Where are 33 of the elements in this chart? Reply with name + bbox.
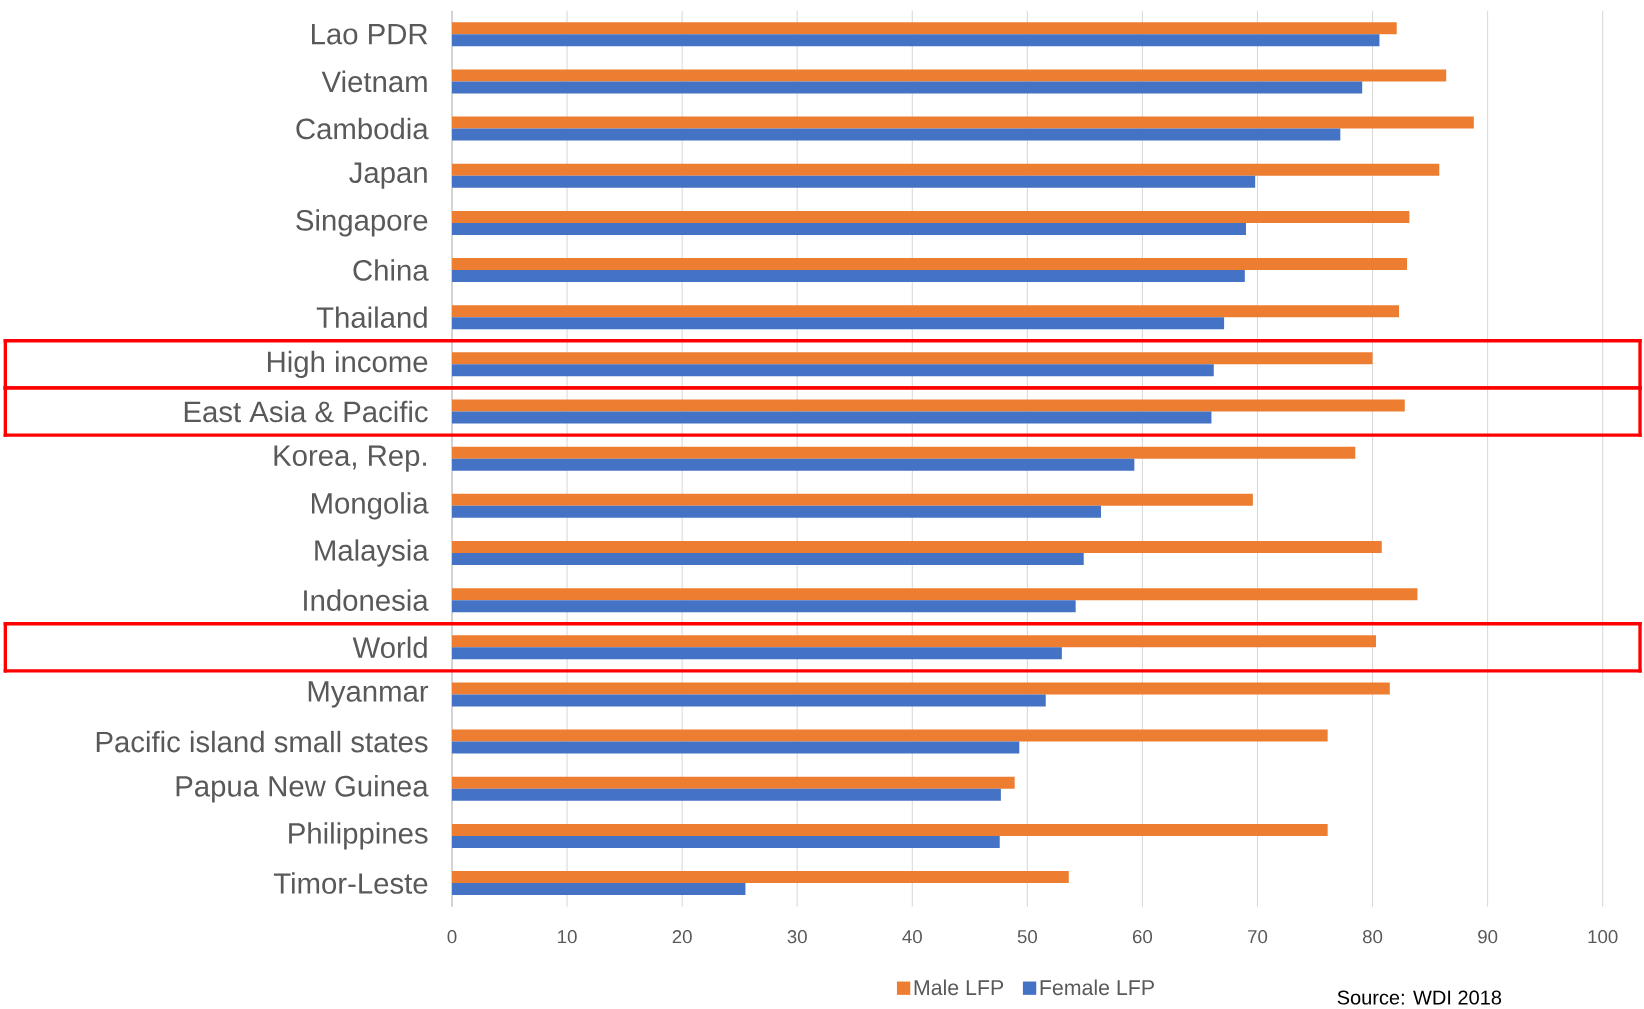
x-tick-label: 40 <box>902 929 922 944</box>
y-tick-label: Pacific island small states <box>96 730 428 753</box>
y-tick-label: Timor-Leste <box>273 872 428 894</box>
y-tick-label: Japan <box>349 162 427 189</box>
legend-label: Female LFP <box>1040 979 1154 995</box>
y-tick-label: Cambodia <box>296 117 429 140</box>
y-tick-label: Papua New Guinea <box>176 774 429 803</box>
x-tick-label: 90 <box>1478 929 1498 944</box>
y-tick-label: Mongolia <box>311 491 429 520</box>
y-tick-label: Thailand <box>316 306 427 328</box>
y-tick-label: Korea, Rep. <box>274 445 426 472</box>
y-tick-label: Myanmar <box>308 681 429 708</box>
y-tick-label: East Asia & Pacific <box>184 400 428 423</box>
y-tick-label: Malaysia <box>315 539 429 567</box>
x-tick-label: 0 <box>447 929 457 944</box>
source-note: Source: WDI 2018 <box>1337 990 1502 1005</box>
y-tick-label: Singapore <box>296 209 428 237</box>
y-tick-label: High income <box>267 350 428 378</box>
legend-label: Male LFP <box>914 979 1004 995</box>
y-tick-label: World <box>352 636 427 658</box>
x-tick-label: 60 <box>1132 929 1153 944</box>
y-tick-label: Vietnam <box>321 70 427 93</box>
x-tick-label: 30 <box>787 929 807 944</box>
x-tick-label: 10 <box>558 929 577 944</box>
y-tick-label: China <box>353 259 429 281</box>
x-tick-label: 70 <box>1248 929 1268 944</box>
y-tick-label: Philippines <box>289 822 428 850</box>
x-tick-label: 50 <box>1017 929 1037 944</box>
x-tick-label: 100 <box>1588 929 1618 944</box>
x-tick-label: 80 <box>1362 929 1383 944</box>
x-tick-label: 20 <box>672 929 692 944</box>
y-tick-label: Indonesia <box>304 589 429 611</box>
y-tick-label: Lao PDR <box>312 23 428 45</box>
